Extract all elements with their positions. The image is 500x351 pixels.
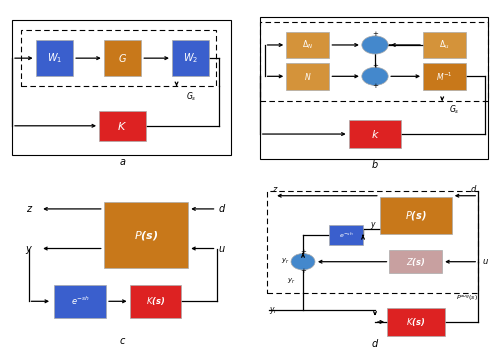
Text: z: z [272,185,276,194]
Bar [12,20,230,155]
Bar [104,202,188,268]
Text: $W_1$: $W_1$ [46,51,62,65]
Text: +: + [372,83,378,89]
Bar [260,17,488,159]
Bar [286,32,330,58]
Text: $N$: $N$ [304,71,312,82]
Text: $G$: $G$ [118,52,127,64]
Bar [54,285,106,318]
Text: z: z [26,204,31,214]
Bar [267,191,478,293]
Text: $M^{-1}$: $M^{-1}$ [436,70,453,82]
Text: +: + [300,249,306,255]
Text: d: d [372,339,378,349]
Bar [380,197,452,234]
Text: d: d [470,185,476,194]
Bar [423,63,466,90]
Text: $G_s$: $G_s$ [450,104,460,116]
Text: $y_r$: $y_r$ [270,305,278,316]
Bar [348,120,402,148]
Text: $\Delta_N$: $\Delta_N$ [302,39,314,51]
Text: b: b [372,160,378,170]
Text: $Z$(s): $Z$(s) [406,256,425,268]
Text: y: y [370,220,375,229]
Text: $e^{-sh}$: $e^{-sh}$ [339,231,353,240]
Text: −: − [387,40,394,49]
Bar [423,32,466,58]
Circle shape [291,253,315,270]
Bar [330,225,363,245]
Bar [104,40,142,76]
Text: $e^{-sh}$: $e^{-sh}$ [71,295,90,307]
Bar [99,111,146,141]
Text: $P$(s): $P$(s) [134,229,158,242]
Text: +: + [372,31,378,37]
Bar [390,250,442,273]
Text: c: c [120,336,125,346]
Text: $G_s$: $G_s$ [186,90,196,103]
Text: +: + [300,268,306,274]
Text: d: d [218,204,224,214]
Bar [387,308,444,336]
Text: $W_2$: $W_2$ [183,51,198,65]
Bar [130,285,181,318]
Text: u: u [218,244,224,253]
Bar [286,63,330,90]
Circle shape [362,36,388,54]
Text: $y_r$: $y_r$ [287,277,296,286]
Text: $k$: $k$ [370,128,380,140]
Bar [172,40,210,76]
Text: $K$(s): $K$(s) [146,295,165,307]
Text: $P^{aug}(s)$: $P^{aug}(s)$ [456,294,478,303]
Text: $y_r$: $y_r$ [281,257,290,266]
Text: $K$: $K$ [118,120,128,132]
Text: $\Delta_u$: $\Delta_u$ [440,39,450,51]
Text: a: a [120,157,126,167]
Bar [36,40,73,76]
Circle shape [362,67,388,85]
Bar [260,22,488,101]
Text: y: y [26,244,32,253]
Text: +: + [372,64,378,69]
Text: u: u [483,257,488,266]
Bar [22,30,216,86]
Text: $K$(s): $K$(s) [406,316,425,328]
Text: $P$(s): $P$(s) [405,209,426,222]
